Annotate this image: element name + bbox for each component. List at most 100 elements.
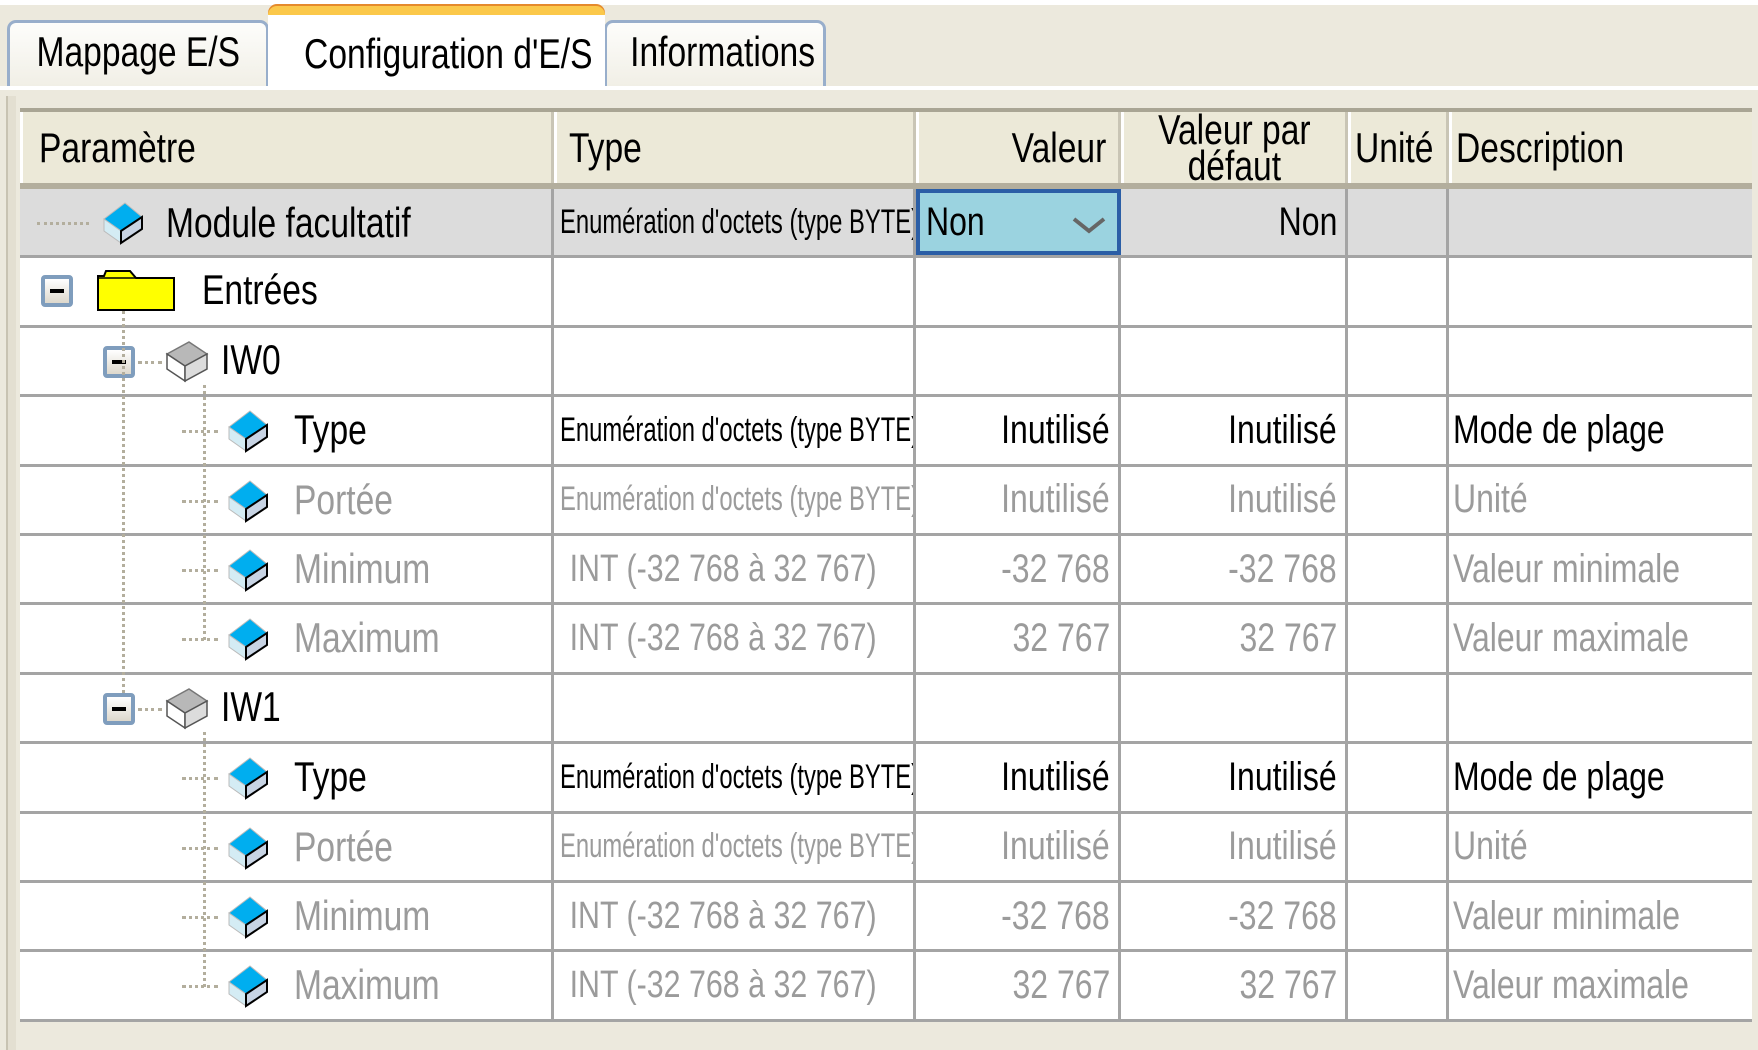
cube-blue-icon [225,824,271,880]
type-cell: INT (-32 768 à 32 767) [554,882,916,950]
type-text: INT (-32 768 à 32 767) [569,617,877,660]
header-label: Valeur [1011,123,1106,171]
type-text: Enumération d'octets (type BYTE) [560,480,916,519]
description-cell: Unité [1449,467,1752,533]
table-header: Paramètre Type Valeur Valeur par défaut U… [20,112,1752,189]
param-label: Type [294,753,367,801]
value-text: Non [926,199,985,244]
column-header-parametre[interactable]: Paramètre [20,112,554,183]
default-cell: 32 767 [1121,952,1348,1019]
description-cell: Valeur minimale [1449,536,1752,602]
tab-label: Configuration d'E/S [304,30,593,77]
type-text: INT (-32 768 à 32 767) [569,547,877,590]
tab-mappage-es[interactable]: Mappage E/S [7,20,269,86]
column-header-valeur-par-defaut[interactable]: Valeur par défaut [1121,112,1348,183]
value-cell[interactable]: Inutilisé [916,744,1121,811]
type-text: Enumération d'octets (type BYTE) [560,410,916,449]
type-cell: INT (-32 768 à 32 767) [554,952,916,1019]
tree-connector [182,985,218,989]
header-label: Unité [1355,123,1434,171]
param-label: Minimum [294,891,431,939]
default-text: Non [1278,199,1337,244]
cube-grey-icon [164,337,210,393]
folder-icon [96,268,176,322]
collapse-button[interactable] [103,345,135,378]
param-label: Type [294,406,367,454]
cube-blue-icon [225,407,271,463]
value-text: Inutilisé [1001,754,1111,799]
tree-connector [182,568,218,572]
param-cell: Maximum [20,952,554,1019]
unit-cell [1348,258,1449,325]
unit-cell [1348,535,1449,603]
param-cell: IW1 [20,674,554,742]
description-cell: Valeur maximale [1449,605,1752,671]
table-row[interactable]: Maximum INT (-32 768 à 32 767) 32 767 32… [20,952,1752,1022]
type-cell [554,674,916,742]
default-cell: -32 768 [1121,535,1348,603]
type-cell: Enumération d'octets (type BYTE) [554,189,916,256]
table-row[interactable]: Maximum INT (-32 768 à 32 767) 32 767 32… [20,605,1752,675]
cube-blue-icon [225,615,271,671]
tab-informations[interactable]: Informations [604,20,826,86]
table-row[interactable]: Type Enumération d'octets (type BYTE) In… [20,397,1752,467]
description-cell [1449,189,1752,255]
type-text: Enumération d'octets (type BYTE) [560,757,916,796]
cube-blue-icon [225,477,271,533]
description-text: Unité [1453,477,1528,522]
value-cell[interactable]: Inutilisé [916,813,1121,880]
cube-blue-icon [100,199,146,255]
tree-connector [138,360,162,364]
tab-panel-border [0,86,1758,90]
parameter-table: Paramètre Type Valeur Valeur par défaut U… [20,108,1752,1022]
tree-connector [182,499,218,503]
param-label: Entrées [202,266,318,314]
value-cell[interactable]: -32 768 [916,882,1121,950]
table-row[interactable]: Entrées [20,258,1752,328]
type-text: Enumération d'octets (type BYTE) [560,827,916,866]
tab-configuration-es[interactable]: Configuration d'E/S [268,6,605,88]
description-cell: Valeur minimale [1449,883,1752,949]
value-cell[interactable]: 32 767 [916,952,1121,1019]
param-label: Maximum [294,614,440,662]
panel-left-border [6,96,16,1050]
value-cell[interactable]: -32 768 [916,535,1121,603]
table-row[interactable]: Minimum INT (-32 768 à 32 767) -32 768 -… [20,535,1752,606]
description-cell: Valeur maximale [1449,952,1752,1018]
default-text: Inutilisé [1228,824,1338,869]
table-row[interactable]: IW1 [20,674,1752,745]
type-text: Enumération d'octets (type BYTE) [560,202,916,241]
column-header-description[interactable]: Description [1449,112,1752,183]
tree-connector [122,311,125,694]
value-dropdown[interactable]: Non [916,189,1121,256]
column-header-type[interactable]: Type [554,112,916,183]
window-top [0,0,1758,5]
description-text: Mode de plage [1453,407,1665,452]
value-text: 32 767 [1012,616,1110,661]
table-row[interactable]: Portée Enumération d'octets (type BYTE) … [20,813,1752,883]
collapse-button[interactable] [41,275,73,308]
tab-label: Informations [630,28,815,75]
value-text: Inutilisé [1001,407,1111,452]
table-row[interactable]: Module facultatif Enumération d'octets (… [20,189,1752,259]
collapse-button[interactable] [103,692,135,725]
column-header-unite[interactable]: Unité [1348,112,1449,183]
param-cell: Maximum [20,605,554,672]
table-row[interactable]: Portée Enumération d'octets (type BYTE) … [20,466,1752,536]
table-row[interactable]: Type Enumération d'octets (type BYTE) In… [20,744,1752,814]
value-text: -32 768 [1001,893,1110,938]
table-row[interactable]: IW0 [20,327,1752,398]
description-text: Unité [1453,824,1528,869]
column-header-valeur[interactable]: Valeur [916,112,1121,183]
type-cell: INT (-32 768 à 32 767) [554,605,916,672]
description-cell [1449,258,1752,324]
tree-connector [182,638,218,642]
value-cell [916,258,1121,325]
description-text: Valeur minimale [1453,893,1681,938]
description-text: Valeur maximale [1453,616,1689,661]
value-cell[interactable]: 32 767 [916,605,1121,672]
value-cell[interactable]: Inutilisé [916,466,1121,533]
value-cell[interactable]: Inutilisé [916,397,1121,464]
param-cell: Portée [20,813,554,880]
table-row[interactable]: Minimum INT (-32 768 à 32 767) -32 768 -… [20,882,1752,953]
